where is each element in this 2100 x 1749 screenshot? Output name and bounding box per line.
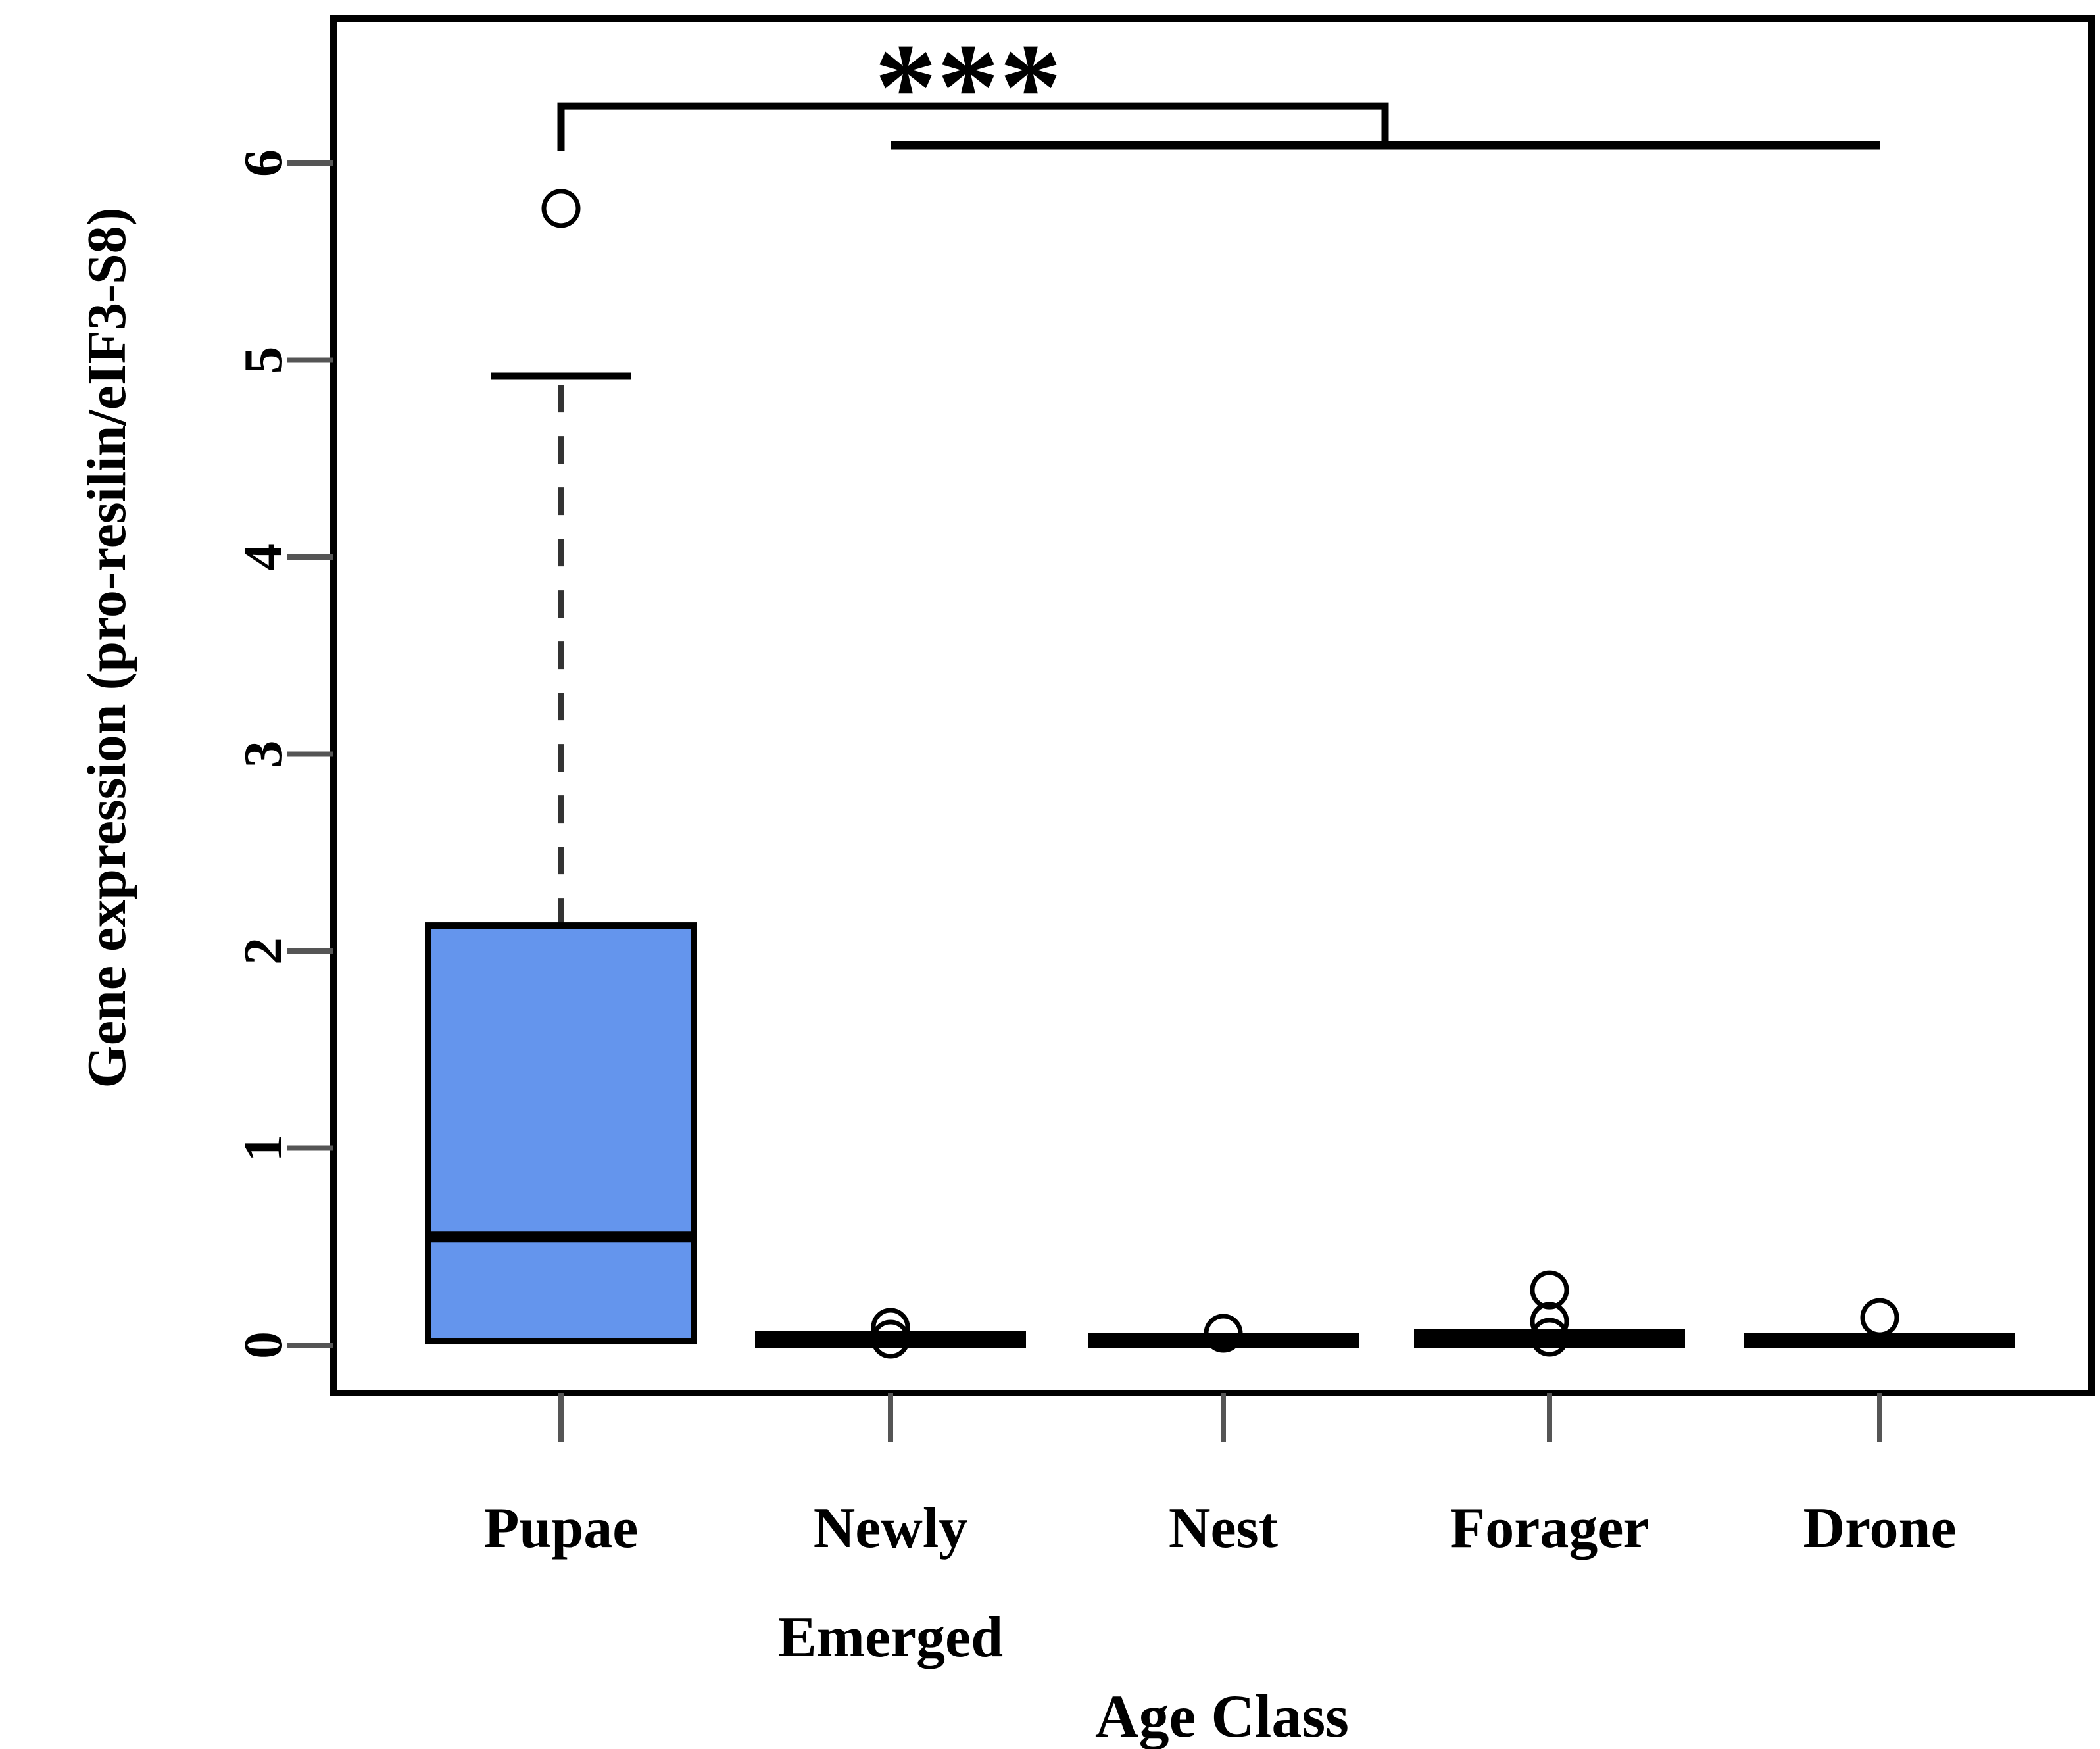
- category-label-Drone: Drone: [1803, 1496, 1956, 1560]
- category-label-Nest: Nest: [1169, 1496, 1278, 1560]
- significance-bracket: [557, 102, 1880, 152]
- outlier-point: [1530, 1302, 1569, 1341]
- comparison-bracket: [557, 102, 1389, 152]
- boxplot-series: [425, 189, 2015, 1359]
- boxplot-Newly Emerged: [755, 1308, 1026, 1359]
- y-tick-label-1: 1: [233, 1135, 294, 1162]
- y-tick-label-4: 4: [233, 543, 294, 571]
- boxplot-Forager: [1414, 1270, 1685, 1357]
- plot-border: [330, 15, 2095, 1396]
- significance-stars: ***: [875, 18, 1062, 157]
- category-label-Pupae: Pupae: [484, 1496, 639, 1560]
- boxplot-Nest: [1088, 1314, 1359, 1353]
- y-tick-label-5: 5: [233, 347, 294, 374]
- boxplot-Pupae: [425, 189, 697, 1345]
- outlier-point: [1530, 1318, 1569, 1357]
- y-axis-title: Gene expression (pro-resilin/eIF3-S8): [76, 207, 137, 1088]
- outlier-point: [871, 1319, 910, 1359]
- category-label-Newly Emerged: Newly: [814, 1496, 968, 1560]
- outlier-point: [1204, 1314, 1243, 1353]
- outlier-point: [541, 189, 581, 228]
- y-axis-ticks: 0 1 2 3 4 5 6: [233, 149, 333, 1359]
- iqr-box: [425, 922, 697, 1345]
- outlier-point: [871, 1308, 910, 1347]
- category-label-Newly Emerged-line2: Emerged: [778, 1606, 1003, 1669]
- x-axis-title: Age Class: [1095, 1683, 1349, 1749]
- outlier-point: [1860, 1298, 1899, 1337]
- x-axis-category-labels: Pupae Newly Emerged Nest Forager Drone: [484, 1496, 1957, 1669]
- y-tick-label-0: 0: [233, 1331, 294, 1359]
- outlier-point: [1530, 1270, 1569, 1310]
- y-tick-label-6: 6: [233, 149, 294, 177]
- category-label-Forager: Forager: [1450, 1496, 1649, 1560]
- y-tick-label-3: 3: [233, 741, 294, 768]
- y-tick-label-2: 2: [233, 937, 294, 965]
- boxplot-Drone: [1744, 1298, 2015, 1348]
- x-axis-ticks: [558, 1393, 1882, 1442]
